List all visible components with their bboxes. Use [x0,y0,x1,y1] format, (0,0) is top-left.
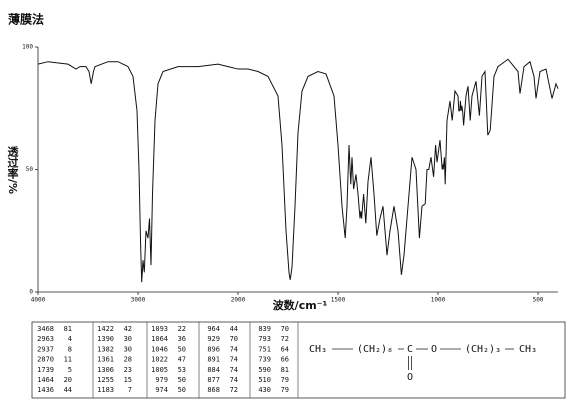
formula-group: (CH₂)₈ [357,344,393,355]
spectrum-line [37,58,559,283]
peak-transmittance: 30 [124,335,132,343]
peak-wavenumber: 1183 [97,386,114,394]
peak-transmittance: 81 [64,325,72,333]
peak-transmittance: 70 [230,335,238,343]
x-tick-label: 500 [533,297,544,304]
peak-wavenumber: 1464 [37,376,54,384]
peak-transmittance: 44 [230,325,238,333]
x-tick-label: 1500 [331,297,346,304]
peak-transmittance: 22 [178,325,186,333]
formula-group: O [431,344,437,355]
peak-wavenumber: 1436 [37,386,54,394]
peak-wavenumber: 1064 [151,335,168,343]
peak-wavenumber: 964 [207,325,220,333]
peak-transmittance: 72 [281,335,289,343]
peak-wavenumber: 590 [258,366,271,374]
formula-group: CH₃ [309,344,327,355]
peak-wavenumber: 510 [258,376,271,384]
formula-group: (CH₂)₃ [465,344,501,355]
y-tick-label: 100 [22,44,33,51]
peak-wavenumber: 1739 [37,366,54,374]
peak-wavenumber: 430 [258,386,271,394]
peak-transmittance: 7 [128,386,132,394]
peak-wavenumber: 868 [207,386,220,394]
x-tick-label: 4000 [31,297,46,304]
peak-transmittance: 53 [178,366,186,374]
y-axis-label: 透过率/% [6,146,19,194]
peak-wavenumber: 751 [258,345,271,353]
peak-transmittance: 5 [68,366,72,374]
peak-transmittance: 70 [281,325,289,333]
y-tick-label: 0 [29,289,33,296]
peak-transmittance: 64 [281,345,289,353]
peak-wavenumber: 1390 [97,335,114,343]
peak-wavenumber: 1005 [151,366,168,374]
carbonyl-oxygen: O [407,372,413,383]
peak-transmittance: 74 [230,366,238,374]
peak-transmittance: 11 [64,356,72,364]
peak-wavenumber: 884 [207,366,220,374]
peak-wavenumber: 1306 [97,366,114,374]
peak-wavenumber: 739 [258,356,271,364]
peak-wavenumber: 1093 [151,325,168,333]
peak-transmittance: 74 [230,376,238,384]
peak-wavenumber: 979 [155,376,168,384]
peak-transmittance: 72 [230,386,238,394]
formula-group: CH₃ [519,344,537,355]
peak-wavenumber: 1361 [97,356,114,364]
peak-transmittance: 81 [281,366,289,374]
peak-transmittance: 30 [124,345,132,353]
peak-wavenumber: 1422 [97,325,114,333]
peak-wavenumber: 1022 [151,356,168,364]
peak-wavenumber: 793 [258,335,271,343]
peak-transmittance: 74 [230,345,238,353]
y-tick-label: 50 [26,166,34,173]
x-tick-label: 2000 [231,297,246,304]
peak-wavenumber: 1255 [97,376,114,384]
peak-transmittance: 79 [281,386,289,394]
peak-transmittance: 36 [178,335,186,343]
peak-transmittance: 8 [68,345,72,353]
peak-transmittance: 74 [230,356,238,364]
peak-transmittance: 66 [281,356,289,364]
peak-transmittance: 79 [281,376,289,384]
peak-wavenumber: 2937 [37,345,54,353]
chart-title: 薄膜法 [8,12,44,27]
peak-transmittance: 42 [124,325,132,333]
peak-wavenumber: 2963 [37,335,54,343]
peak-wavenumber: 929 [207,335,220,343]
peak-transmittance: 28 [124,356,132,364]
peak-wavenumber: 3468 [37,325,54,333]
peak-wavenumber: 839 [258,325,271,333]
formula-group: C [407,344,413,355]
peak-wavenumber: 896 [207,345,220,353]
peak-wavenumber: 974 [155,386,168,394]
peak-transmittance: 50 [178,345,186,353]
peak-transmittance: 50 [178,376,186,384]
peak-transmittance: 50 [178,386,186,394]
peak-transmittance: 15 [124,376,132,384]
table-frame [31,321,566,399]
x-tick-label: 3000 [131,297,146,304]
peak-transmittance: 44 [64,386,72,394]
peak-transmittance: 4 [68,335,72,343]
peak-transmittance: 20 [64,376,72,384]
x-axis-label: 波数/cm⁻¹ [273,298,328,312]
x-tick-label: 1000 [431,297,446,304]
peak-transmittance: 23 [124,366,132,374]
peak-wavenumber: 1046 [151,345,168,353]
peak-wavenumber: 2870 [37,356,54,364]
peak-transmittance: 47 [178,356,186,364]
peak-wavenumber: 1382 [97,345,114,353]
peak-wavenumber: 891 [207,356,220,364]
peak-wavenumber: 877 [207,376,220,384]
